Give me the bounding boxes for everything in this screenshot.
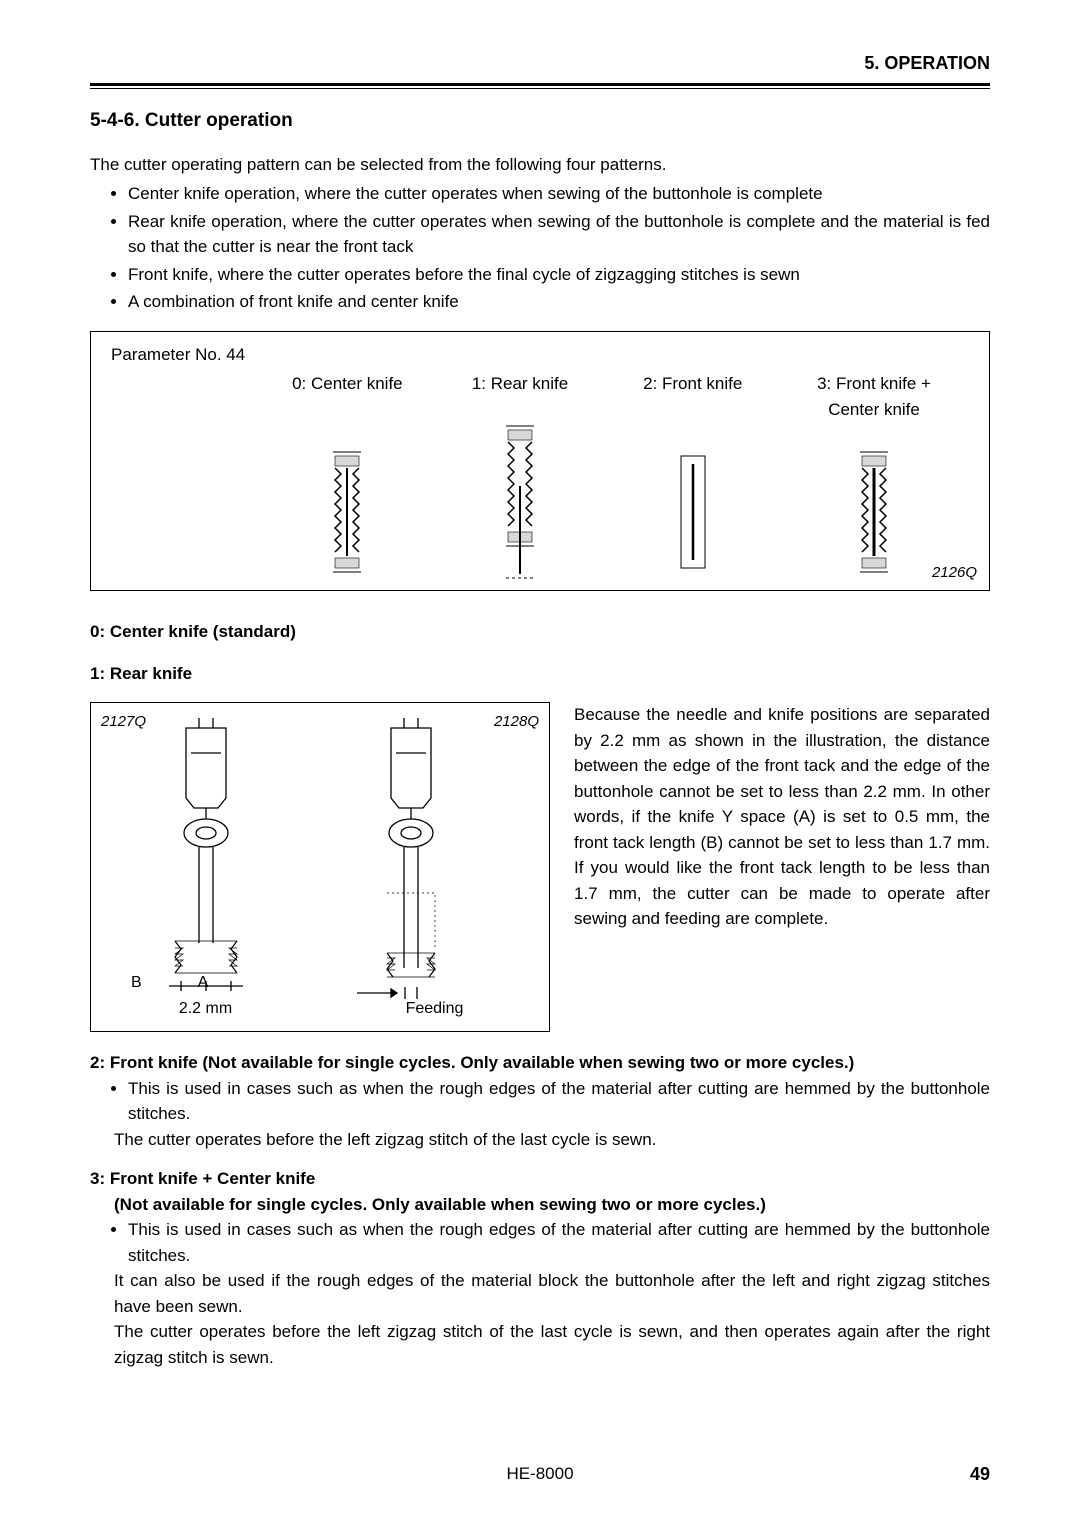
- param-col-1: 1: Rear knife: [434, 371, 607, 422]
- list-item: A combination of front knife and center …: [128, 289, 990, 315]
- heading-rear-knife: 1: Rear knife: [90, 661, 990, 687]
- label-b: B: [131, 971, 144, 995]
- figure-ref-2126q: 2126Q: [932, 562, 977, 585]
- diagram-rear-knife: [434, 422, 607, 582]
- item-2-block: 2: Front knife (Not available for single…: [90, 1050, 990, 1152]
- param-col-2: 2: Front knife: [606, 371, 779, 422]
- illustration-box: 2127Q 2128Q: [90, 702, 550, 1032]
- item-3-follow2: The cutter operates before the left zigz…: [90, 1319, 990, 1370]
- item-3-subtitle: (Not available for single cycles. Only a…: [90, 1192, 990, 1218]
- footer-model: HE-8000: [90, 1461, 990, 1487]
- list-item: Center knife operation, where the cutter…: [128, 181, 990, 207]
- label-a: A: [198, 971, 211, 995]
- heading-center-knife-std: 0: Center knife (standard): [90, 619, 990, 645]
- item-2-follow: The cutter operates before the left zigz…: [90, 1127, 990, 1153]
- parameter-header-row: 0: Center knife 1: Rear knife 2: Front k…: [111, 371, 969, 422]
- caption-left: 2.2 mm: [91, 997, 320, 1021]
- rear-knife-description: Because the needle and knife positions a…: [574, 702, 990, 1032]
- section-title: 5-4-6. Cutter operation: [90, 107, 990, 136]
- parameter-label: Parameter No. 44: [111, 342, 969, 368]
- item-3-title: 3: Front knife + Center knife: [90, 1166, 990, 1192]
- list-item: Front knife, where the cutter operates b…: [128, 262, 990, 288]
- caption-right: Feeding: [320, 997, 549, 1021]
- param-col-0: 0: Center knife: [261, 371, 434, 422]
- item-3-follow1: It can also be used if the rough edges o…: [90, 1268, 990, 1319]
- diagram-front-knife: [606, 442, 779, 582]
- list-item: This is used in cases such as when the r…: [128, 1076, 990, 1127]
- chapter-header: 5. OPERATION: [90, 50, 990, 77]
- list-item: This is used in cases such as when the r…: [128, 1217, 990, 1268]
- page-footer: . HE-8000 49: [90, 1461, 990, 1488]
- list-item: Rear knife operation, where the cutter o…: [128, 209, 990, 260]
- illus-ba-labels: B A: [131, 971, 210, 995]
- diagram-center-knife: [261, 442, 434, 582]
- intro-text: The cutter operating pattern can be sele…: [90, 152, 990, 178]
- item-2-bullet: This is used in cases such as when the r…: [90, 1076, 990, 1127]
- parameter-diagram-row: [111, 422, 969, 582]
- illus-caption-row: 2.2 mm Feeding: [91, 997, 549, 1021]
- header-rule: [90, 83, 990, 89]
- rear-knife-row: 2127Q 2128Q: [90, 702, 990, 1032]
- item-3-block: 3: Front knife + Center knife (Not avail…: [90, 1166, 990, 1370]
- param-col-3: 3: Front knife + Center knife: [779, 371, 969, 422]
- item-2-title: 2: Front knife (Not available for single…: [90, 1050, 990, 1076]
- parameter-box: Parameter No. 44 0: Center knife 1: Rear…: [90, 331, 990, 592]
- pattern-list: Center knife operation, where the cutter…: [90, 181, 990, 315]
- item-3-bullet: This is used in cases such as when the r…: [90, 1217, 990, 1268]
